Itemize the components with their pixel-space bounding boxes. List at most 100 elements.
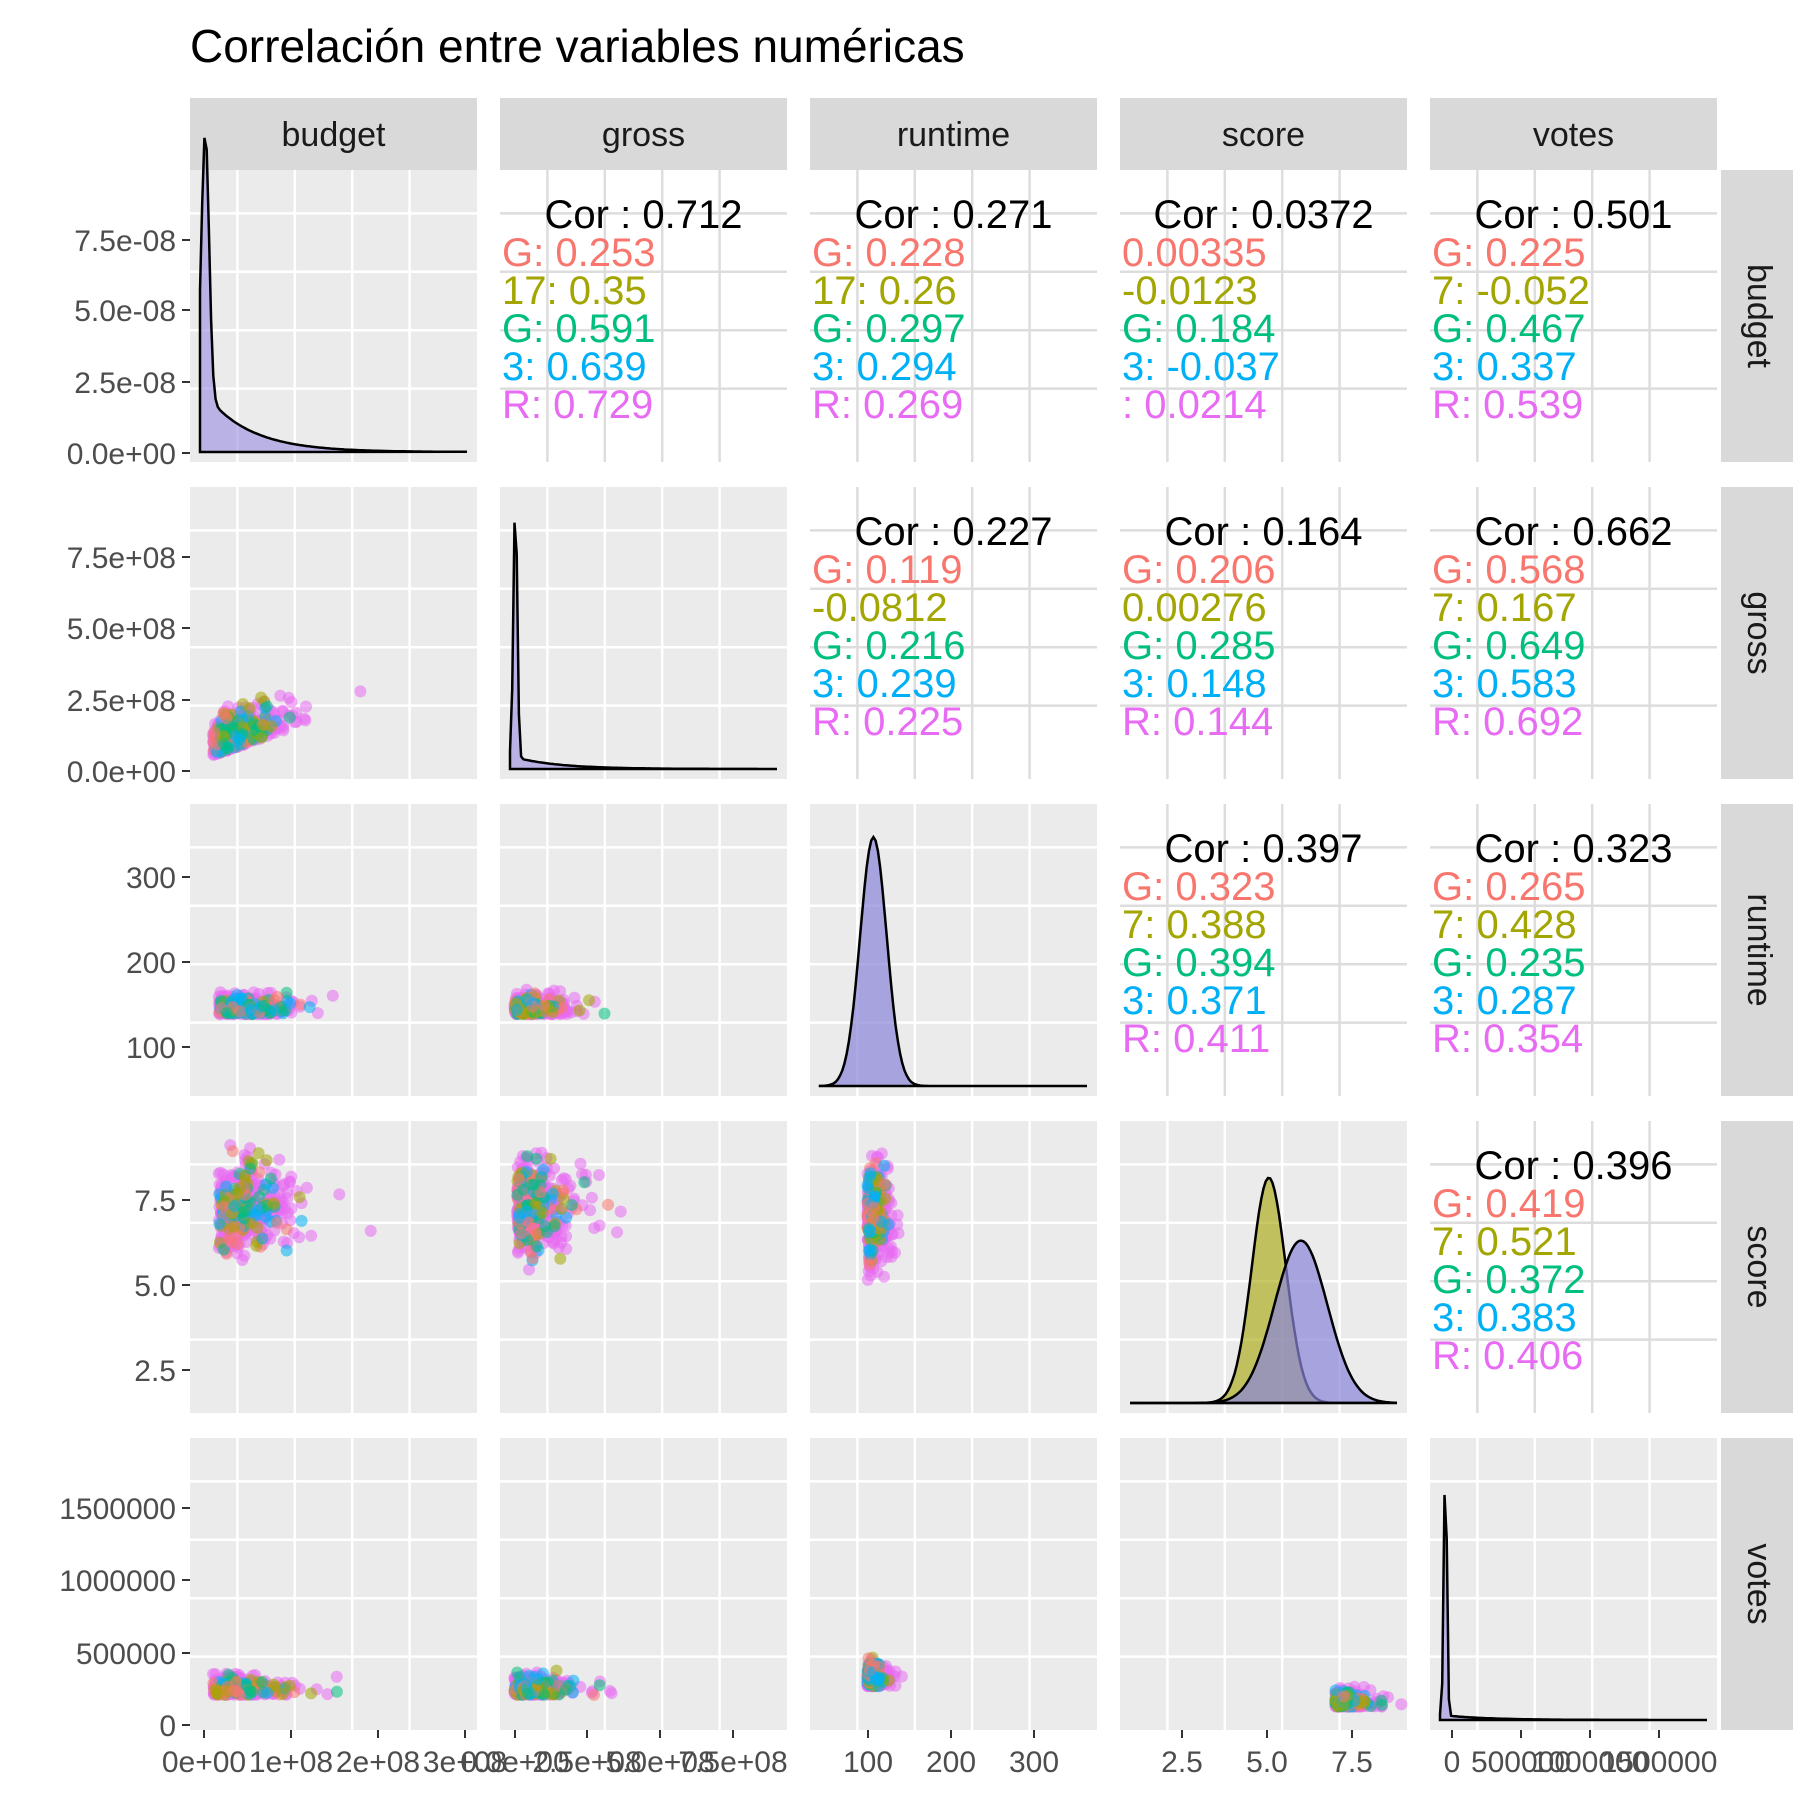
row-strip-label: gross	[1740, 591, 1778, 674]
column-strip-label: runtime	[897, 116, 1010, 154]
correlation-total: Cor : 0.227	[855, 510, 1053, 554]
correlation-group: 3: 0.639	[502, 345, 647, 389]
scatter-point	[354, 685, 367, 698]
scatter-point	[598, 1007, 611, 1020]
scatter-point	[244, 1684, 257, 1697]
scatter-point	[226, 1145, 239, 1158]
scatter-point	[217, 707, 230, 720]
correlation-group: R: 0.411	[1122, 1017, 1270, 1061]
column-strip	[1120, 98, 1407, 170]
scatter-point	[530, 1152, 543, 1165]
scatter-point	[583, 994, 595, 1007]
scatter-point	[868, 1201, 881, 1214]
correlation-group: G: 0.228	[812, 231, 965, 275]
scatter-point	[530, 1240, 543, 1253]
density-score	[1129, 1239, 1398, 1405]
scatter-point	[270, 1216, 283, 1229]
y-tick-label: 100	[126, 1032, 176, 1065]
scatter-point	[293, 1191, 306, 1204]
y-tick-label: 500000	[76, 1638, 176, 1671]
correlation-group: R: 0.539	[1432, 383, 1583, 427]
scatter-point	[510, 1003, 523, 1016]
correlation-group: G: 0.372	[1432, 1258, 1585, 1302]
scatter-point	[282, 691, 295, 704]
correlation-group: G: 0.394	[1122, 941, 1275, 985]
x-tick-label: 5.0	[1246, 1746, 1288, 1779]
column-strip	[810, 98, 1097, 170]
correlation-group: : 0.0214	[1122, 383, 1267, 427]
scatter-point	[244, 1003, 257, 1016]
scatter-point	[565, 1199, 578, 1211]
y-tick-label: 2.5e+08	[67, 685, 176, 718]
correlation-group: 0.00276	[1122, 586, 1267, 630]
scatter-point	[574, 1157, 587, 1170]
scatter-point	[321, 1688, 334, 1701]
x-tick-label: 300	[1009, 1746, 1059, 1779]
y-tick-label: 1500000	[59, 1493, 176, 1526]
scatter-point	[217, 1243, 230, 1256]
y-tick-label: 0.0e+00	[67, 756, 176, 789]
scatter-point	[256, 1232, 269, 1245]
y-tick-label: 1000000	[59, 1565, 176, 1598]
correlation-group: G: 0.206	[1122, 548, 1275, 592]
scatter-point	[277, 1178, 290, 1190]
x-tick-label: 5.0e+08	[605, 1746, 714, 1779]
correlation-total: Cor : 0.397	[1165, 827, 1363, 871]
scatter-point	[1337, 1690, 1350, 1703]
x-tick-label: 0	[1444, 1746, 1461, 1779]
scatter-point	[300, 700, 312, 713]
scatter-point	[521, 1687, 534, 1700]
correlation-group: G: 0.467	[1432, 307, 1585, 351]
y-tick-label: 7.5e-08	[74, 225, 176, 258]
scatter-point	[593, 1219, 606, 1232]
correlation-group: G: 0.285	[1122, 624, 1275, 668]
scatter-point	[602, 1198, 615, 1211]
scatter-point	[867, 1212, 880, 1225]
scatter-point	[276, 1688, 289, 1700]
scatter-point	[225, 1236, 237, 1248]
scatter-point	[300, 1181, 313, 1194]
scatter-point	[252, 1147, 265, 1160]
correlation-group: 3: 0.239	[812, 662, 957, 706]
x-tick-label: 0.0e+00	[460, 1746, 569, 1779]
scatter-point	[554, 1252, 567, 1265]
correlation-total: Cor : 0.271	[855, 193, 1053, 237]
scatter-point	[1376, 1698, 1388, 1711]
density-budget	[198, 137, 468, 454]
scatter-point	[256, 1676, 269, 1689]
scatter-point	[233, 733, 246, 746]
scatter-point	[303, 1001, 316, 1014]
scatter-point	[873, 1660, 886, 1673]
scatter-point	[330, 1670, 343, 1683]
correlation-group: G: 0.225	[1432, 231, 1585, 275]
correlation-total: Cor : 0.164	[1165, 510, 1363, 554]
row-strip-label: score	[1740, 1225, 1778, 1308]
scatter-point	[236, 1254, 249, 1266]
scatter-point	[513, 1173, 525, 1186]
correlation-group: G: 0.265	[1432, 865, 1585, 909]
scatter-point	[218, 737, 231, 750]
y-tick-label: 5.0e+08	[67, 613, 176, 646]
scatter-point	[330, 1685, 343, 1698]
scatter-point	[258, 999, 271, 1012]
y-tick-label: 5.0	[134, 1270, 176, 1303]
scatter-point	[544, 1152, 557, 1165]
x-tick-label: 0e+00	[162, 1746, 246, 1779]
correlation-group: -0.0123	[1122, 269, 1258, 313]
x-tick-label: 7.5	[1331, 1746, 1373, 1779]
scatter-point	[513, 1211, 526, 1224]
scatter-point	[559, 1683, 572, 1696]
scatter-point	[554, 985, 566, 998]
correlation-total: Cor : 0.396	[1475, 1144, 1673, 1188]
column-strip-label: budget	[282, 116, 387, 154]
column-strip	[190, 98, 477, 170]
row-strip-label: runtime	[1740, 893, 1778, 1006]
scatter-point	[521, 993, 534, 1006]
scatter-point	[220, 1180, 233, 1193]
correlation-group: G: 0.591	[502, 307, 655, 351]
density-runtime	[818, 834, 1087, 1088]
scatter-point	[532, 1673, 544, 1685]
correlation-group: G: 0.119	[812, 548, 962, 592]
scatter-point	[538, 999, 550, 1012]
scatter-point	[283, 711, 296, 724]
